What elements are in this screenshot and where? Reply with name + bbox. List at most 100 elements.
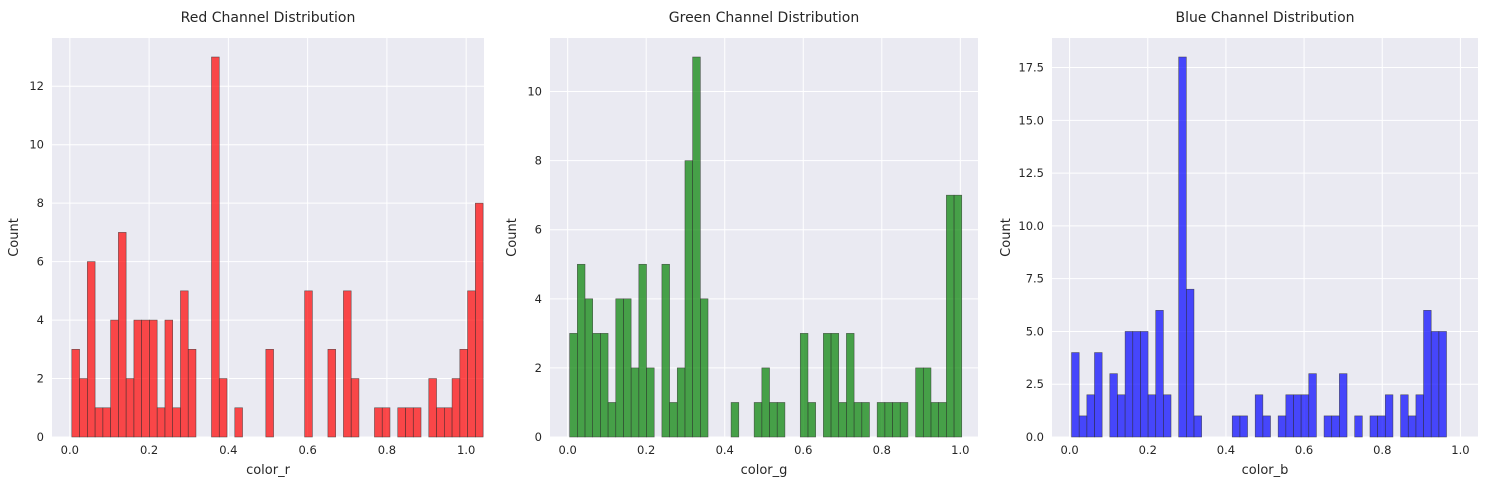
y-tick-label: 17.5 [1018,61,1044,75]
y-axis-label: Count [7,218,22,257]
histogram-bar [600,333,609,438]
x-tick-label: 1.0 [1451,443,1469,457]
histogram-bar [1423,310,1432,438]
histogram-bar [946,194,955,438]
histogram-bar [1117,394,1126,438]
chart-title: Blue Channel Distribution [1175,10,1354,26]
histogram-bar [1109,373,1118,438]
x-tick-label: 1.0 [457,443,475,457]
histogram-bar [79,378,88,438]
y-tick-label: 8 [37,196,44,210]
histogram-bar [853,402,863,438]
histogram-bar [1147,394,1157,438]
histogram-bar [102,407,111,438]
histogram-bar [1285,394,1294,438]
histogram-bar [234,407,243,438]
histogram-bar [1438,331,1447,438]
x-tick-label: 0.8 [1373,443,1391,457]
histogram-bar [475,202,484,438]
histogram-bar [412,407,422,438]
chart-panel-2: 0.0 0.2 0.4 0.6 0.8 1.0 0.0 2.5 5.0 7.5 10.0 12.5 15… [999,10,1478,478]
x-tick-label: 0.2 [637,443,655,457]
x-tick-label: 0.6 [1295,443,1313,457]
histogram-bar [922,367,932,438]
histogram-bar [577,263,586,438]
histogram-bar [1300,394,1310,438]
histogram-bar [1384,394,1394,438]
histogram-bar [569,333,578,438]
histogram-bar [381,407,391,438]
histogram-bar [172,407,181,438]
histogram-bar [1400,394,1409,438]
histogram-bar [1407,415,1417,438]
y-tick-label: 4 [37,313,44,327]
histogram-bar [1308,373,1317,438]
y-tick-label: 10 [29,138,44,152]
histogram-bar [930,402,939,438]
histogram-bar [830,333,840,438]
histogram-bar [1086,394,1095,438]
y-tick-label: 2 [535,361,542,375]
histogram-bar [1293,394,1302,438]
histogram-bar [584,298,593,438]
histogram-bar [669,402,678,438]
histogram-bar [327,349,336,438]
histogram-bar [769,402,778,438]
histogram-bar [700,298,709,438]
histogram-bar [953,194,963,438]
y-tick-label: 0 [37,430,44,444]
histogram-bar [1369,415,1378,438]
histogram-bar [684,160,693,438]
histogram-bar [615,298,624,438]
histogram-bar [1254,394,1264,438]
histogram-bar [1377,415,1386,438]
y-tick-label: 12 [29,79,44,93]
y-tick-label: 6 [37,255,44,269]
histogram-bar [444,407,453,438]
y-tick-label: 0 [535,430,542,444]
histogram-bar [1231,415,1241,438]
histogram-bar [459,349,468,438]
histogram-bar [187,349,197,438]
histogram-bar [211,56,220,438]
histogram-bar [938,402,947,438]
chart-panel-0: 0.0 0.2 0.4 0.6 0.8 1.0 0 2 4 6 8 10 12 Red Channel D… [7,10,484,478]
histogram-bar [1186,288,1195,438]
histogram-bar [838,402,847,438]
histogram-bar [118,232,127,438]
y-axis-label: Count [999,218,1014,257]
histogram-bar [156,407,166,438]
histogram-bar [692,56,701,438]
histogram-bar [892,402,901,438]
histogram-bar [676,367,686,438]
histogram-bar [1331,415,1340,438]
histogram-bar [180,290,189,438]
histogram-bar [638,263,647,438]
histogram-bar [1178,56,1187,438]
x-tick-label: 0.2 [1139,443,1157,457]
x-tick-label: 0.8 [378,443,396,457]
histogram-bar [1094,352,1103,438]
histogram-bar [823,333,832,438]
histogram-bar [436,407,445,438]
histogram-bar [467,290,476,438]
y-tick-label: 15.0 [1018,113,1044,127]
y-tick-label: 8 [535,154,542,168]
x-tick-label: 0.8 [873,443,891,457]
histogram-bar [799,333,809,438]
histogram-bar [776,402,786,438]
x-tick-label: 0.4 [219,443,237,457]
histogram-bar [1239,415,1248,438]
histogram-bar [915,367,924,438]
histogram-bar [1163,394,1172,438]
histogram-bar [343,290,352,438]
histogram-bar [1071,352,1080,438]
histogram-bar [397,407,406,438]
histogram-bar [899,402,909,438]
histogram-bar [141,319,150,438]
histogram-bar [405,407,414,438]
histogram-bar [110,319,119,438]
histogram-bar [646,367,655,438]
histogram-bar [623,298,632,438]
